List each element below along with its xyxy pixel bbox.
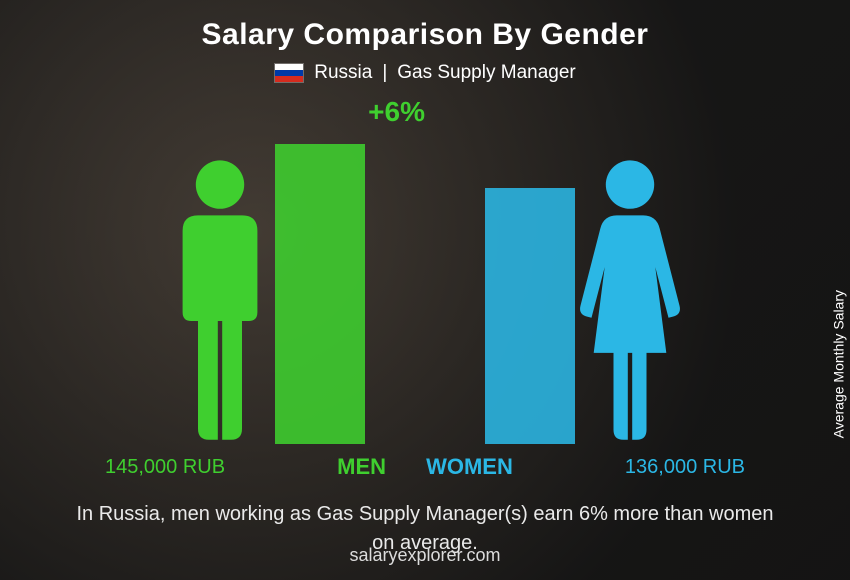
subtitle-role: Gas Supply Manager [397,62,576,84]
footer-source: salaryexplorer.com [0,545,850,566]
page-title: Salary Comparison By Gender [0,0,850,52]
women-label: WOMEN [426,454,513,480]
subtitle: Russia | Gas Supply Manager [0,62,850,84]
women-bar [485,188,575,444]
men-salary: 145,000 RUB [105,456,225,479]
men-label: MEN [337,454,386,480]
female-icon [575,154,685,444]
women-salary: 136,000 RUB [625,456,745,479]
comparison-chart: +6% 145,000 RUB MEN WOM [105,104,745,444]
percent-difference-badge: +6% [368,96,425,128]
y-axis-label: Average Monthly Salary [830,290,846,438]
male-icon [165,154,275,444]
subtitle-separator: | [382,62,387,84]
men-bar [275,144,365,444]
subtitle-country: Russia [314,62,372,84]
label-row: 145,000 RUB MEN WOMEN 136,000 RUB [105,454,745,480]
russia-flag-icon [274,63,304,83]
men-group [165,144,365,444]
women-group [485,154,685,444]
